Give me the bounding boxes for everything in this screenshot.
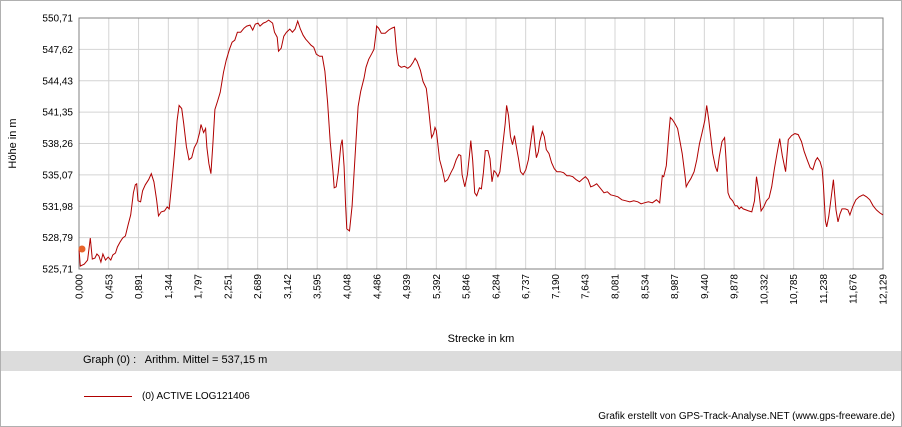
- x-tick-label: 6,284: [491, 274, 502, 299]
- legend-line-swatch: [84, 395, 132, 397]
- plot-border: [78, 17, 884, 270]
- x-tick-label: 1,344: [164, 274, 175, 299]
- legend-label: (0) ACTIVE LOG121406: [142, 390, 250, 402]
- y-tick-label: 535,07: [42, 170, 73, 181]
- y-axis-label: Höhe in m: [7, 118, 19, 168]
- x-tick-label: 0,000: [75, 274, 86, 299]
- elevation-chart: 550,71 547,62 544,43 541,35 538,26 535,07 531,…: [7, 14, 890, 346]
- x-tick-label: 7,643: [581, 274, 592, 299]
- x-tick-label: 8,987: [670, 274, 681, 299]
- y-tick-label: 528,79: [42, 233, 73, 244]
- x-tick-label: 5,392: [432, 274, 443, 299]
- y-tick-label: 544,43: [42, 76, 73, 87]
- elevation-series-line: [78, 19, 884, 267]
- x-tick-labels: 0,000 0,453 0,891 1,344 1,797 2,251 2,689 3,142…: [75, 274, 890, 305]
- y-tick-label: 541,35: [42, 108, 73, 119]
- stats-band: Graph (0) : Arithm. Mittel = 537,15 m: [1, 351, 901, 371]
- y-tick-label: 547,62: [42, 45, 73, 56]
- x-tick-label: 3,595: [313, 274, 324, 299]
- credit-text: Grafik erstellt von GPS-Track-Analyse.NE…: [598, 411, 895, 422]
- x-tick-label: 8,534: [640, 274, 651, 299]
- x-tick-label: 0,891: [134, 274, 145, 299]
- x-tick-label: 2,251: [223, 274, 234, 299]
- y-tick-label: 525,71: [42, 265, 73, 276]
- grid-lines: [79, 18, 883, 269]
- x-tick-label: 2,689: [253, 274, 264, 299]
- x-tick-label: 10,785: [789, 274, 800, 305]
- x-tick-label: 6,737: [521, 274, 532, 299]
- x-tick-label: 0,453: [104, 274, 115, 299]
- mean-elevation-text: Graph (0) : Arithm. Mittel = 537,15 m: [83, 354, 268, 366]
- y-tick-label: 550,71: [42, 14, 73, 25]
- x-tick-label: 1,797: [194, 274, 205, 299]
- x-tick-label: 7,190: [551, 274, 562, 299]
- start-marker: [78, 245, 86, 253]
- x-tick-label: 5,846: [462, 274, 473, 299]
- x-tick-label: 11,676: [849, 274, 860, 304]
- x-tick-label: 9,878: [730, 274, 741, 299]
- y-tick-label: 538,26: [42, 139, 73, 150]
- x-axis-label: Strecke in km: [448, 333, 515, 345]
- x-tick-label: 11,238: [819, 274, 830, 304]
- x-tick-label: 10,332: [759, 274, 770, 305]
- x-tick-label: 12,129: [879, 274, 890, 305]
- y-tick-labels: 550,71 547,62 544,43 541,35 538,26 535,07 531,…: [42, 14, 73, 276]
- y-tick-label: 531,98: [42, 202, 73, 213]
- x-tick-label: 3,142: [283, 274, 294, 299]
- x-tick-label: 4,048: [343, 274, 354, 299]
- x-tick-label: 8,081: [611, 274, 622, 299]
- x-tick-label: 4,939: [402, 274, 413, 299]
- x-tick-label: 9,440: [700, 274, 711, 299]
- x-tick-label: 4,486: [372, 274, 383, 299]
- legend: (0) ACTIVE LOG121406: [84, 389, 250, 403]
